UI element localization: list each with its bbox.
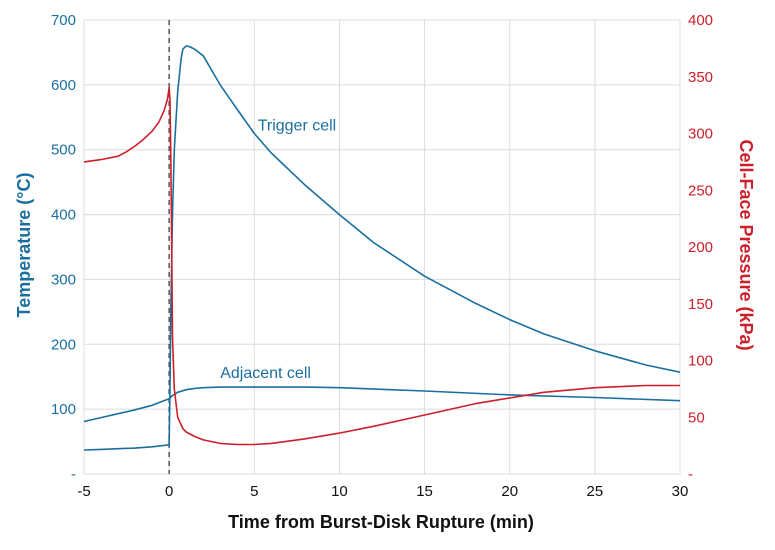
y-tick-label-right: 150 [688,296,713,313]
y-tick-label-right: 350 [688,69,713,86]
y-tick-label-left: 600 [51,77,76,94]
y-tick-label-left: 100 [51,401,76,418]
x-tick-label: 0 [165,483,173,500]
adjacent-cell-line [83,386,681,423]
y-tick-label-left: 200 [51,336,76,353]
grid-lines [83,19,681,475]
y-tick-label-right: 200 [688,239,713,256]
plot-lines [83,45,681,451]
y-tick-label-right: 250 [688,182,713,199]
y-tick-label-right: 50 [688,409,705,426]
x-tick-label: 30 [672,483,689,500]
annotation-trigger-cell: Trigger cell [258,117,337,134]
y-tick-label-right: - [688,466,693,483]
annotation-adjacent-cell: Adjacent cell [220,365,311,382]
y-tick-label-right: 100 [688,353,713,370]
x-tick-label: 5 [250,483,258,500]
y-tick-label-right: 400 [688,12,713,29]
x-axis-title: Time from Burst-Disk Rupture (min) [228,512,534,532]
y-tick-label-left: 400 [51,207,76,224]
y-tick-label-left: 500 [51,142,76,159]
y-tick-label-right: 300 [688,126,713,143]
y-tick-label-left: 300 [51,271,76,288]
x-tick-label: -5 [77,483,90,500]
tick-labels: -5 0 5 10 15 20 25 30-100200300400500600700-501… [51,12,713,500]
y-tick-label-left: 700 [51,12,76,29]
y-tick-label-left: - [71,466,76,483]
x-tick-label: 25 [587,483,604,500]
y-axis-title-right: Cell-Face Pressure (kPa) [736,139,756,350]
x-tick-label: 20 [501,483,518,500]
y-axis-title-left: Temperature (°C) [14,173,34,318]
x-tick-label: 15 [416,483,433,500]
trigger-cell-line [83,45,681,451]
x-tick-label: 10 [331,483,348,500]
pressure-line [83,87,680,446]
